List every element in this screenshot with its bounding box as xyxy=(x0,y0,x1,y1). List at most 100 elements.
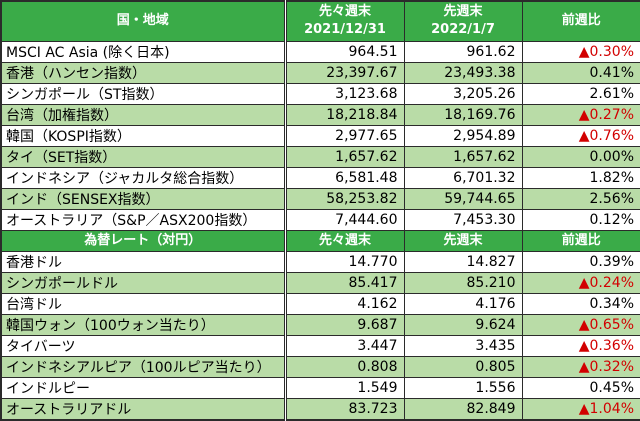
label-cell: インド（SENSEX指数） xyxy=(0,187,287,210)
week-on-week-cell: 0.39% xyxy=(521,250,640,273)
week-on-week-cell: ▲0.27% xyxy=(521,103,640,126)
week-before-last-value-cell: 4.162 xyxy=(284,292,405,315)
label-cell: 韓国ウォン（100ウォン当たり） xyxy=(0,313,287,336)
week-before-last-value-cell: 2,977.65 xyxy=(284,124,405,147)
week-before-last-value-cell: 23,397.67 xyxy=(284,61,405,84)
last-week-value-cell: 23,493.38 xyxy=(403,61,523,84)
week-on-week-cell: ▲1.04% xyxy=(521,397,640,420)
label-cell: シンガポールドル xyxy=(0,271,287,294)
index-table-header: 国・地域 先々週末 2021/12/31 先週末 2022/1/7 前週比 xyxy=(0,0,640,42)
week-before-last-value-cell: 1,657.62 xyxy=(284,145,405,168)
week-on-week-cell: ▲0.36% xyxy=(521,334,640,357)
table-row: 台湾（加権指数） 18,218.84 18,169.76 ▲0.27% xyxy=(0,103,640,126)
label-cell: インドネシア（ジャカルタ総合指数） xyxy=(0,166,287,189)
week-on-week-cell: 0.12% xyxy=(521,208,640,231)
label-cell: 香港ドル xyxy=(0,250,287,273)
label-cell: インドルピー xyxy=(0,376,287,399)
last-week-value-cell: 1,657.62 xyxy=(403,145,523,168)
week-on-week-cell: ▲0.65% xyxy=(521,313,640,336)
table-row: 韓国ウォン（100ウォン当たり） 9.687 9.624 ▲0.65% xyxy=(0,313,640,336)
last-week-value-cell: 85.210 xyxy=(403,271,523,294)
label-cell: インドネシアルピア（100ルピア当たり） xyxy=(0,355,287,378)
last-week-value-cell: 961.62 xyxy=(403,40,523,63)
week-before-last-value-cell: 3,123.68 xyxy=(284,82,405,105)
week-on-week-cell: 0.00% xyxy=(521,145,640,168)
last-week-value-cell: 3,205.26 xyxy=(403,82,523,105)
week-on-week-cell: ▲0.24% xyxy=(521,271,640,294)
week-before-last-value-cell: 1.549 xyxy=(284,376,405,399)
table-row: 香港（ハンセン指数） 23,397.67 23,493.38 0.41% xyxy=(0,61,640,84)
index-table-body: MSCI AC Asia (除く日本) 964.51 961.62 ▲0.30% 香港（… xyxy=(0,40,640,231)
header-country-region: 国・地域 xyxy=(0,0,287,42)
week-on-week-cell: 0.45% xyxy=(521,376,640,399)
week-before-last-value-cell: 0.808 xyxy=(284,355,405,378)
last-week-value-cell: 0.805 xyxy=(403,355,523,378)
last-week-value-cell: 59,744.65 xyxy=(403,187,523,210)
table-row: タイバーツ 3.447 3.435 ▲0.36% xyxy=(0,334,640,357)
table-row: オーストラリア（S&P／ASX200指数） 7,444.60 7,453.30 0.1… xyxy=(0,208,640,231)
week-on-week-cell: ▲0.30% xyxy=(521,40,640,63)
table-row: インドルピー 1.549 1.556 0.45% xyxy=(0,376,640,399)
header-fx-rate-vs-yen: 為替レート（対円） xyxy=(0,229,287,252)
table-row: 香港ドル 14.770 14.827 0.39% xyxy=(0,250,640,273)
label-cell: MSCI AC Asia (除く日本) xyxy=(0,40,287,63)
label-cell: 香港（ハンセン指数） xyxy=(0,61,287,84)
last-week-value-cell: 9.624 xyxy=(403,313,523,336)
fx-header-week-on-week: 前週比 xyxy=(521,229,640,252)
header-last-week: 先週末 2022/1/7 xyxy=(403,0,523,42)
week-before-last-value-cell: 83.723 xyxy=(284,397,405,420)
last-week-value-cell: 18,169.76 xyxy=(403,103,523,126)
week-before-last-value-cell: 58,253.82 xyxy=(284,187,405,210)
fx-header-week-before-last: 先々週末 xyxy=(284,229,405,252)
header-week-before-last: 先々週末 2021/12/31 xyxy=(284,0,405,42)
last-week-value-cell: 14.827 xyxy=(403,250,523,273)
fx-table-body: 香港ドル 14.770 14.827 0.39% シンガポールドル 85.417 85.21… xyxy=(0,250,640,420)
week-before-last-value-cell: 85.417 xyxy=(284,271,405,294)
last-week-value-cell: 1.556 xyxy=(403,376,523,399)
header-last-week-date: 2022/1/7 xyxy=(431,22,495,38)
week-on-week-cell: ▲0.32% xyxy=(521,355,640,378)
index-table-header-row: 国・地域 先々週末 2021/12/31 先週末 2022/1/7 前週比 xyxy=(0,0,640,42)
table-row: インドネシア（ジャカルタ総合指数） 6,581.48 6,701.32 1.82% xyxy=(0,166,640,189)
label-cell: タイ（SET指数） xyxy=(0,145,287,168)
week-on-week-cell: 2.61% xyxy=(521,82,640,105)
last-week-value-cell: 82.849 xyxy=(403,397,523,420)
table-row: MSCI AC Asia (除く日本) 964.51 961.62 ▲0.30% xyxy=(0,40,640,63)
label-cell: 台湾ドル xyxy=(0,292,287,315)
header-week-on-week: 前週比 xyxy=(521,0,640,42)
label-cell: オーストラリア（S&P／ASX200指数） xyxy=(0,208,287,231)
table-row: インドネシアルピア（100ルピア当たり） 0.808 0.805 ▲0.32% xyxy=(0,355,640,378)
week-on-week-cell: 0.41% xyxy=(521,61,640,84)
table-row: インド（SENSEX指数） 58,253.82 59,744.65 2.56% xyxy=(0,187,640,210)
week-before-last-value-cell: 14.770 xyxy=(284,250,405,273)
last-week-value-cell: 3.435 xyxy=(403,334,523,357)
label-cell: 韓国（KOSPI指数） xyxy=(0,124,287,147)
fx-table-header-row: 為替レート（対円） 先々週末 先週末 前週比 xyxy=(0,229,640,252)
week-on-week-cell: 2.56% xyxy=(521,187,640,210)
last-week-value-cell: 7,453.30 xyxy=(403,208,523,231)
table-row: 台湾ドル 4.162 4.176 0.34% xyxy=(0,292,640,315)
table-row: 韓国（KOSPI指数） 2,977.65 2,954.89 ▲0.76% xyxy=(0,124,640,147)
week-before-last-value-cell: 7,444.60 xyxy=(284,208,405,231)
week-before-last-value-cell: 18,218.84 xyxy=(284,103,405,126)
table-row: タイ（SET指数） 1,657.62 1,657.62 0.00% xyxy=(0,145,640,168)
week-before-last-value-cell: 964.51 xyxy=(284,40,405,63)
fx-table-header: 為替レート（対円） 先々週末 先週末 前週比 xyxy=(0,229,640,252)
label-cell: タイバーツ xyxy=(0,334,287,357)
week-before-last-value-cell: 9.687 xyxy=(284,313,405,336)
week-before-last-value-cell: 6,581.48 xyxy=(284,166,405,189)
table-row: シンガポールドル 85.417 85.210 ▲0.24% xyxy=(0,271,640,294)
last-week-value-cell: 6,701.32 xyxy=(403,166,523,189)
table-row: オーストラリアドル 83.723 82.849 ▲1.04% xyxy=(0,397,640,420)
header-last-week-label: 先週末 xyxy=(443,4,483,20)
week-on-week-cell: ▲0.76% xyxy=(521,124,640,147)
header-week-before-last-label: 先々週末 xyxy=(318,4,371,20)
fx-header-last-week: 先週末 xyxy=(403,229,523,252)
label-cell: シンガポール（ST指数） xyxy=(0,82,287,105)
label-cell: 台湾（加権指数） xyxy=(0,103,287,126)
last-week-value-cell: 2,954.89 xyxy=(403,124,523,147)
table-row: シンガポール（ST指数） 3,123.68 3,205.26 2.61% xyxy=(0,82,640,105)
week-before-last-value-cell: 3.447 xyxy=(284,334,405,357)
